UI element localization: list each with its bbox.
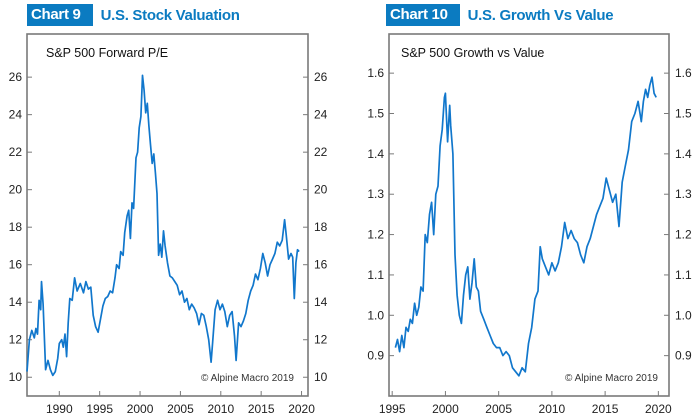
chart-10-ytick-label-right: 1.1 xyxy=(675,268,692,282)
chart-10-plot-title: S&P 500 Growth vs Value xyxy=(401,46,544,60)
chart-9-ytick-label-left: 20 xyxy=(9,183,23,197)
chart-10-xtick-label: 2005 xyxy=(485,402,512,416)
chart-9-plot: S&P 500 Forward P/E © Alpine Macro 2019 … xyxy=(9,33,328,416)
chart-10-ytick-label-left: 1.1 xyxy=(367,268,384,282)
chart-9-badge: Chart 9 xyxy=(27,4,93,26)
chart-10-plot: S&P 500 Growth vs Value © Alpine Macro 2… xyxy=(367,33,692,416)
chart-9-ytick-label-right: 16 xyxy=(314,258,328,272)
chart-9-ytick-label-left: 24 xyxy=(9,108,23,122)
chart-10-ytick-label-left: 1.5 xyxy=(367,107,384,121)
chart-10-ytick-label-left: 0.9 xyxy=(367,349,384,363)
chart-9-xtick-label: 1995 xyxy=(86,402,113,416)
chart-9-panel: Chart 9 U.S. Stock Valuation S&P 500 For… xyxy=(9,4,328,416)
chart-9-xtick-label: 1990 xyxy=(46,402,73,416)
chart-10-ytick-label-left: 1.4 xyxy=(367,147,384,161)
chart-10-ytick-label-right: 1.4 xyxy=(675,147,692,161)
chart-10-xtick-label: 1995 xyxy=(379,402,406,416)
chart-9-ytick-label-left: 10 xyxy=(9,370,23,384)
chart-10-ytick-label-right: 1.5 xyxy=(675,107,692,121)
chart-10-ytick-label-right: 1.3 xyxy=(675,187,692,201)
chart-9-ytick-label-right: 24 xyxy=(314,108,328,122)
chart-9-header: Chart 9 U.S. Stock Valuation xyxy=(27,4,240,26)
chart-9-ytick-label-left: 26 xyxy=(9,70,23,84)
chart-9-xtick-label: 2015 xyxy=(248,402,275,416)
chart-10-ytick-label-left: 1.3 xyxy=(367,187,384,201)
chart-9-ytick-label-left: 18 xyxy=(9,220,23,234)
chart-9-ytick-label-right: 26 xyxy=(314,70,328,84)
chart-10-xtick-label: 2000 xyxy=(432,402,459,416)
chart-9-xtick-label: 2005 xyxy=(167,402,194,416)
chart-10-ytick-label-right: 1.0 xyxy=(675,308,692,322)
chart-10-copyright: © Alpine Macro 2019 xyxy=(565,373,658,384)
chart-10-xtick-label: 2010 xyxy=(539,402,566,416)
chart-9-xtick-label: 2000 xyxy=(127,402,154,416)
chart-10-ytick-label-left: 1.2 xyxy=(367,228,384,242)
chart-10-ytick-label-left: 1.0 xyxy=(367,308,384,322)
chart-10-xtick-label: 2015 xyxy=(592,402,619,416)
chart-9-ytick-label-left: 12 xyxy=(9,333,23,347)
chart-9-ytick-label-right: 22 xyxy=(314,145,328,159)
chart-9-plot-title: S&P 500 Forward P/E xyxy=(46,46,168,60)
chart-9-ytick-label-right: 12 xyxy=(314,333,328,347)
chart-10-panel: Chart 10 U.S. Growth Vs Value S&P 500 Gr… xyxy=(350,0,700,418)
chart-9-title: U.S. Stock Valuation xyxy=(100,6,240,24)
chart-10-frame xyxy=(388,33,670,397)
chart-10-xtick-label: 2020 xyxy=(645,402,672,416)
chart-9-ytick-label-right: 18 xyxy=(314,220,328,234)
chart-10-ytick-label-right: 0.9 xyxy=(675,349,692,363)
chart-9-ytick-label-left: 22 xyxy=(9,145,23,159)
chart-10-header: Chart 10 U.S. Growth Vs Value xyxy=(386,4,614,26)
chart-9-ytick-label-left: 16 xyxy=(9,258,23,272)
chart-9-frame xyxy=(26,33,309,397)
chart-9-copyright: © Alpine Macro 2019 xyxy=(201,373,294,384)
chart-9-series-line xyxy=(26,74,300,377)
chart-9-xtick-label: 2020 xyxy=(288,402,315,416)
chart-9-ytick-label-right: 20 xyxy=(314,183,328,197)
chart-10-badge: Chart 10 xyxy=(386,4,460,26)
chart-9-ytick-label-right: 10 xyxy=(314,370,328,384)
chart-10-ytick-label-left: 1.6 xyxy=(367,66,384,80)
chart-10-title: U.S. Growth Vs Value xyxy=(467,6,614,24)
chart-9-ytick-label-left: 14 xyxy=(9,295,23,309)
chart-10-series-line xyxy=(394,76,657,377)
chart-10-ytick-label-right: 1.2 xyxy=(675,228,692,242)
chart-9-ytick-label-right: 14 xyxy=(314,295,328,309)
chart-9-xtick-label: 2010 xyxy=(207,402,234,416)
chart-10-ytick-label-right: 1.6 xyxy=(675,66,692,80)
